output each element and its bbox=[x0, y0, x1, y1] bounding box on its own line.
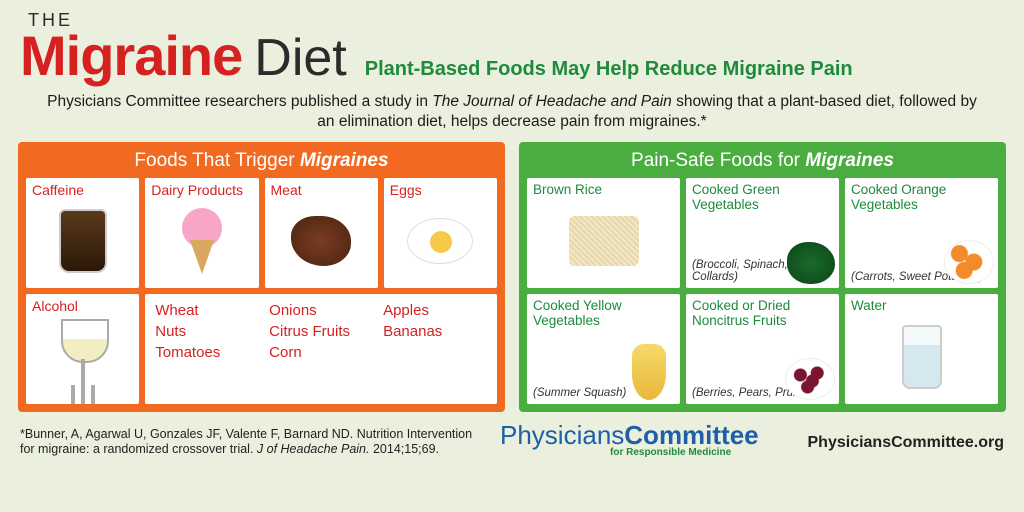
list-item: Wheat bbox=[155, 302, 259, 319]
meat-icon bbox=[271, 198, 372, 283]
caffeine-icon bbox=[32, 198, 133, 283]
label-dairy: Dairy Products bbox=[151, 183, 252, 198]
safe-cell-fruits: Cooked or Dried Noncitrus Fruits (Berrie… bbox=[686, 294, 839, 404]
carrots-icon bbox=[944, 240, 994, 284]
trigger-head-a: Foods That Trigger bbox=[134, 150, 299, 171]
label-water: Water bbox=[851, 299, 992, 314]
trigger-list: Wheat Onions Apples Nuts Citrus Fruits B… bbox=[155, 302, 487, 361]
title-line: Migraine Diet Plant-Based Foods May Help … bbox=[20, 31, 1004, 82]
brand-url: PhysiciansCommittee.org bbox=[808, 434, 1005, 452]
label-green-veg: Cooked Green Vegetables bbox=[692, 183, 833, 213]
list-item: Bananas bbox=[383, 323, 487, 340]
list-item: Apples bbox=[383, 302, 487, 319]
trigger-cell-alcohol: Alcohol bbox=[26, 294, 139, 404]
subtitle: Plant-Based Foods May Help Reduce Migrai… bbox=[365, 58, 853, 81]
safe-grid: Brown Rice Cooked Green Vegetables (Broc… bbox=[527, 178, 998, 404]
label-eggs: Eggs bbox=[390, 183, 491, 198]
brand-logo: PhysiciansCommittee for Responsible Medi… bbox=[500, 420, 788, 458]
trigger-head-b: Migraines bbox=[300, 150, 389, 171]
rice-icon bbox=[533, 198, 674, 283]
citation: *Bunner, A, Agarwal U, Gonzales JF, Vale… bbox=[20, 427, 480, 458]
footer: *Bunner, A, Agarwal U, Gonzales JF, Vale… bbox=[0, 412, 1024, 458]
panels: Foods That Trigger Migraines Caffeine Da… bbox=[0, 142, 1024, 412]
eggs-icon bbox=[390, 198, 491, 283]
title-migraine: Migraine bbox=[20, 31, 242, 81]
brand-sub: for Responsible Medicine bbox=[610, 447, 788, 458]
label-alcohol: Alcohol bbox=[32, 299, 133, 314]
label-yellow-veg: Cooked Yellow Vegetables bbox=[533, 299, 674, 329]
safe-cell-yellow-veg: Cooked Yellow Vegetables (Summer Squash) bbox=[527, 294, 680, 404]
safe-head-b: Migraines bbox=[805, 150, 894, 171]
label-caffeine: Caffeine bbox=[32, 183, 133, 198]
alcohol-icon bbox=[32, 314, 133, 399]
citation-b: 2014;15;69. bbox=[369, 442, 439, 456]
brand-a: Physicians bbox=[500, 420, 624, 450]
trigger-grid: Caffeine Dairy Products Meat Eggs Alcoho… bbox=[26, 178, 497, 404]
safe-heading: Pain-Safe Foods for Migraines bbox=[527, 148, 998, 178]
label-rice: Brown Rice bbox=[533, 183, 674, 198]
trigger-cell-eggs: Eggs bbox=[384, 178, 497, 288]
safe-panel: Pain-Safe Foods for Migraines Brown Rice… bbox=[519, 142, 1006, 412]
trigger-cell-meat: Meat bbox=[265, 178, 378, 288]
trigger-heading: Foods That Trigger Migraines bbox=[26, 148, 497, 178]
safe-cell-green-veg: Cooked Green Vegetables (Broccoli, Spina… bbox=[686, 178, 839, 288]
list-item: Citrus Fruits bbox=[269, 323, 373, 340]
safe-head-a: Pain-Safe Foods for bbox=[631, 150, 805, 171]
title-diet: Diet bbox=[254, 35, 346, 82]
brand-b: Committee bbox=[624, 420, 758, 450]
intro-text: Physicians Committee researchers publish… bbox=[0, 86, 1024, 142]
header: THE MigraineDiet Plant-Based Foods May H… bbox=[0, 0, 1024, 86]
label-meat: Meat bbox=[271, 183, 372, 198]
trigger-cell-caffeine: Caffeine bbox=[26, 178, 139, 288]
trigger-panel: Foods That Trigger Migraines Caffeine Da… bbox=[18, 142, 505, 412]
safe-cell-water: Water bbox=[845, 294, 998, 404]
citation-journal: J of Headache Pain. bbox=[257, 442, 370, 456]
squash-icon bbox=[632, 344, 666, 400]
list-item: Nuts bbox=[155, 323, 259, 340]
intro-a: Physicians Committee researchers publish… bbox=[47, 93, 432, 110]
list-item: Tomatoes bbox=[155, 344, 259, 361]
label-orange-veg: Cooked Orange Vegetables bbox=[851, 183, 992, 213]
dairy-icon bbox=[151, 198, 252, 283]
greens-icon bbox=[787, 242, 835, 284]
list-item: Onions bbox=[269, 302, 373, 319]
intro-journal: The Journal of Headache and Pain bbox=[432, 93, 672, 110]
safe-cell-orange-veg: Cooked Orange Vegetables (Carrots, Sweet… bbox=[845, 178, 998, 288]
trigger-list-cell: Wheat Onions Apples Nuts Citrus Fruits B… bbox=[145, 294, 497, 404]
water-icon bbox=[851, 314, 992, 399]
safe-cell-rice: Brown Rice bbox=[527, 178, 680, 288]
trigger-cell-dairy: Dairy Products bbox=[145, 178, 258, 288]
berries-icon bbox=[785, 358, 835, 400]
list-item: Corn bbox=[269, 344, 373, 361]
label-fruits: Cooked or Dried Noncitrus Fruits bbox=[692, 299, 833, 329]
